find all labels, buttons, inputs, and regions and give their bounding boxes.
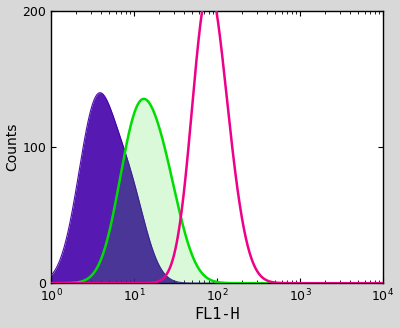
Y-axis label: Counts: Counts (6, 123, 20, 171)
X-axis label: FL1-H: FL1-H (194, 307, 240, 322)
